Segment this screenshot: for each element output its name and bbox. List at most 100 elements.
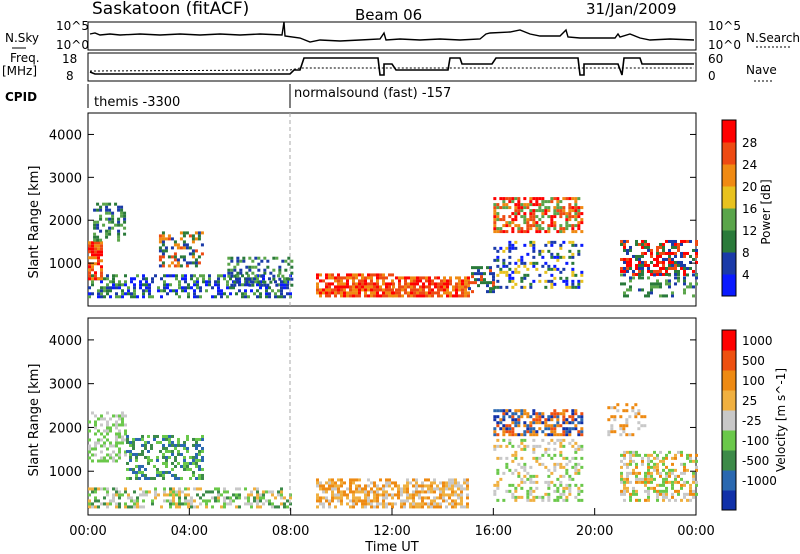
echo-cell <box>638 266 641 270</box>
echo-cell <box>665 465 668 469</box>
echo-cell <box>674 480 677 484</box>
echo-cell <box>571 456 575 460</box>
echo-cell <box>174 443 177 447</box>
echo-cell <box>532 447 536 451</box>
x-tick-label: 12:00 <box>373 524 410 539</box>
echo-cell <box>118 453 121 457</box>
echo-cell <box>244 502 247 506</box>
echo-cell <box>91 274 94 278</box>
echo-cell <box>370 481 373 485</box>
echo-cell <box>136 274 139 278</box>
echo-cell <box>171 440 174 444</box>
echo-cell <box>220 292 223 296</box>
echo-cell <box>656 483 659 487</box>
echo-cell <box>105 211 109 215</box>
echo-cell <box>182 234 186 238</box>
echo-cell <box>177 461 180 465</box>
echo-cell <box>144 473 147 477</box>
echo-cell <box>568 206 572 210</box>
echo-cell <box>193 289 196 293</box>
echo-cell <box>130 280 133 284</box>
echo-cell <box>529 200 533 204</box>
echo-cell <box>671 462 674 466</box>
echo-cell <box>626 257 629 261</box>
echo-cell <box>358 478 361 482</box>
echo-cell <box>398 285 401 289</box>
echo-cell <box>634 403 638 407</box>
echo-cell <box>421 502 424 506</box>
echo-cell <box>514 203 518 207</box>
echo-cell <box>391 487 394 491</box>
echo-cell <box>562 444 566 448</box>
echo-cell <box>236 271 240 275</box>
echo-cell <box>541 495 545 499</box>
echo-cell <box>437 291 440 295</box>
echo-cell <box>574 456 578 460</box>
echo-cell <box>158 246 162 250</box>
echo-cell <box>159 470 162 474</box>
echo-cell <box>322 496 325 500</box>
echo-cell <box>493 197 497 201</box>
echo-cell <box>665 492 668 496</box>
echo-cell <box>662 468 665 472</box>
echo-cell <box>96 238 100 242</box>
echo-cell <box>665 239 668 243</box>
echo-cell <box>412 493 415 497</box>
echo-cell <box>454 505 457 509</box>
echo-cell <box>325 490 328 494</box>
echo-cell <box>251 265 255 269</box>
echo-cell <box>580 270 584 274</box>
echo-cell <box>508 206 512 210</box>
echo-cell <box>559 444 563 448</box>
echo-cell <box>486 290 489 294</box>
echo-cell <box>319 484 322 488</box>
echo-cell <box>185 246 189 250</box>
echo-cell <box>274 496 277 500</box>
echo-cell <box>644 453 647 457</box>
echo-cell <box>577 224 581 228</box>
echo-cell <box>162 443 165 447</box>
echo-cell <box>477 272 480 276</box>
echo-cell <box>182 255 186 259</box>
echo-cell <box>382 291 385 295</box>
echo-cell <box>629 495 632 499</box>
echo-cell <box>565 468 569 472</box>
echo-cell <box>91 250 94 254</box>
echo-cell <box>541 462 545 466</box>
echo-cell <box>529 282 533 286</box>
echo-cell <box>94 447 97 451</box>
echo-cell <box>553 240 557 244</box>
echo-cell <box>632 254 635 258</box>
echo-cell <box>162 437 165 441</box>
echo-cell <box>208 490 211 494</box>
echo-cell <box>641 456 644 460</box>
echo-cell <box>319 481 322 485</box>
echo-cell <box>241 295 244 299</box>
echo-cell <box>190 499 193 503</box>
echo-cell <box>662 480 665 484</box>
echo-cell <box>406 493 409 497</box>
echo-cell <box>370 502 373 506</box>
echo-cell <box>94 499 97 503</box>
echo-cell <box>334 487 337 491</box>
echo-cell <box>259 292 262 296</box>
echo-cell <box>88 493 91 497</box>
echo-cell <box>109 441 112 445</box>
echo-cell <box>364 288 367 292</box>
echo-cell <box>538 197 542 201</box>
echo-cell <box>445 484 448 488</box>
station-title: Saskatoon (fitACF) <box>92 0 249 19</box>
echo-cell <box>100 280 103 284</box>
echo-cell <box>544 450 548 454</box>
x-tick-label: 04:00 <box>171 524 208 539</box>
echo-cell <box>379 273 382 277</box>
echo-cell <box>559 465 563 469</box>
echo-cell <box>179 237 183 241</box>
echo-cell <box>337 276 340 280</box>
echo-cell <box>184 277 187 281</box>
echo-cell <box>97 459 100 463</box>
echo-cell <box>256 277 259 281</box>
echo-cell <box>181 286 184 290</box>
echo-cell <box>653 456 656 460</box>
echo-cell <box>550 215 554 219</box>
